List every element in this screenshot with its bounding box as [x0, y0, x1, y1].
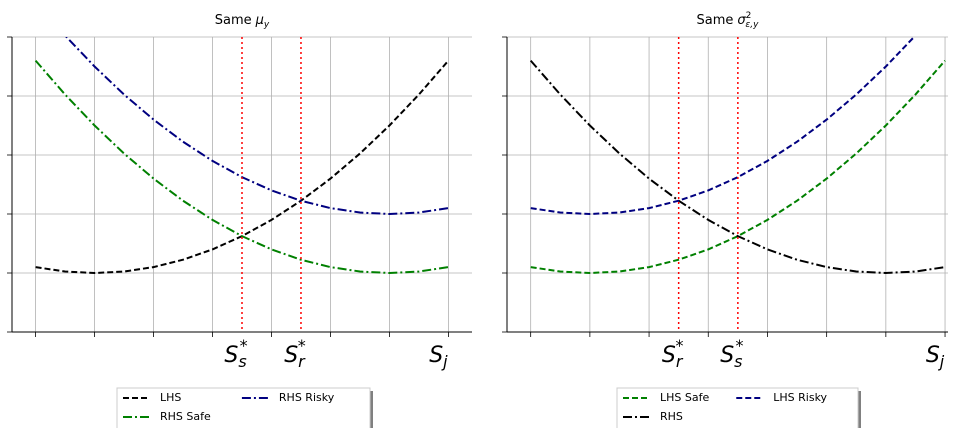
x-label-sub: j [938, 352, 945, 371]
x-label: Sj [429, 343, 448, 371]
x-label-sup: * [736, 336, 744, 355]
legend-label: RHS [660, 410, 683, 423]
x-label-base: S [720, 343, 734, 368]
chart-title: Same μy [215, 13, 270, 30]
x-label: Sr* [284, 336, 306, 371]
x-label: Sj [926, 343, 945, 371]
title-text: Same [697, 13, 734, 28]
legend-label: RHS Risky [279, 391, 335, 404]
x-label: Ss* [720, 336, 743, 371]
x-label-sup: * [240, 336, 248, 355]
series-line [529, 59, 946, 275]
x-label-sup: * [675, 336, 683, 355]
title-symbol: μ [255, 13, 264, 28]
title-sub: y [263, 20, 270, 30]
legend-label: LHS [160, 391, 181, 404]
title-sub: ε,y [745, 20, 759, 30]
legend-label: RHS Safe [160, 410, 211, 423]
series-line [34, 59, 449, 275]
x-label-sub: j [441, 352, 448, 371]
x-label-sub: s [238, 352, 246, 371]
x-label-base: S [926, 343, 940, 368]
x-label: Sr* [662, 336, 684, 371]
x-label-sub: r [676, 352, 684, 371]
legend-label: LHS Safe [660, 391, 709, 404]
legend [616, 387, 859, 428]
legend-label: LHS Risky [773, 391, 827, 404]
x-label-sub: r [298, 352, 306, 371]
plot-area [529, 37, 946, 275]
x-label-base: S [429, 343, 443, 368]
chart-title: Same σ2 ε,y [697, 11, 760, 30]
title-sup: 2 [746, 11, 752, 21]
title-text: Same [215, 13, 252, 28]
x-label-base: S [224, 343, 238, 368]
title-symbol: σ [737, 13, 746, 28]
x-label-base: S [662, 343, 676, 368]
x-label: Ss* [224, 336, 247, 371]
x-label-sub: s [734, 352, 742, 371]
x-label-base: S [284, 343, 298, 368]
legend [116, 387, 371, 428]
x-label-sup: * [298, 336, 306, 355]
